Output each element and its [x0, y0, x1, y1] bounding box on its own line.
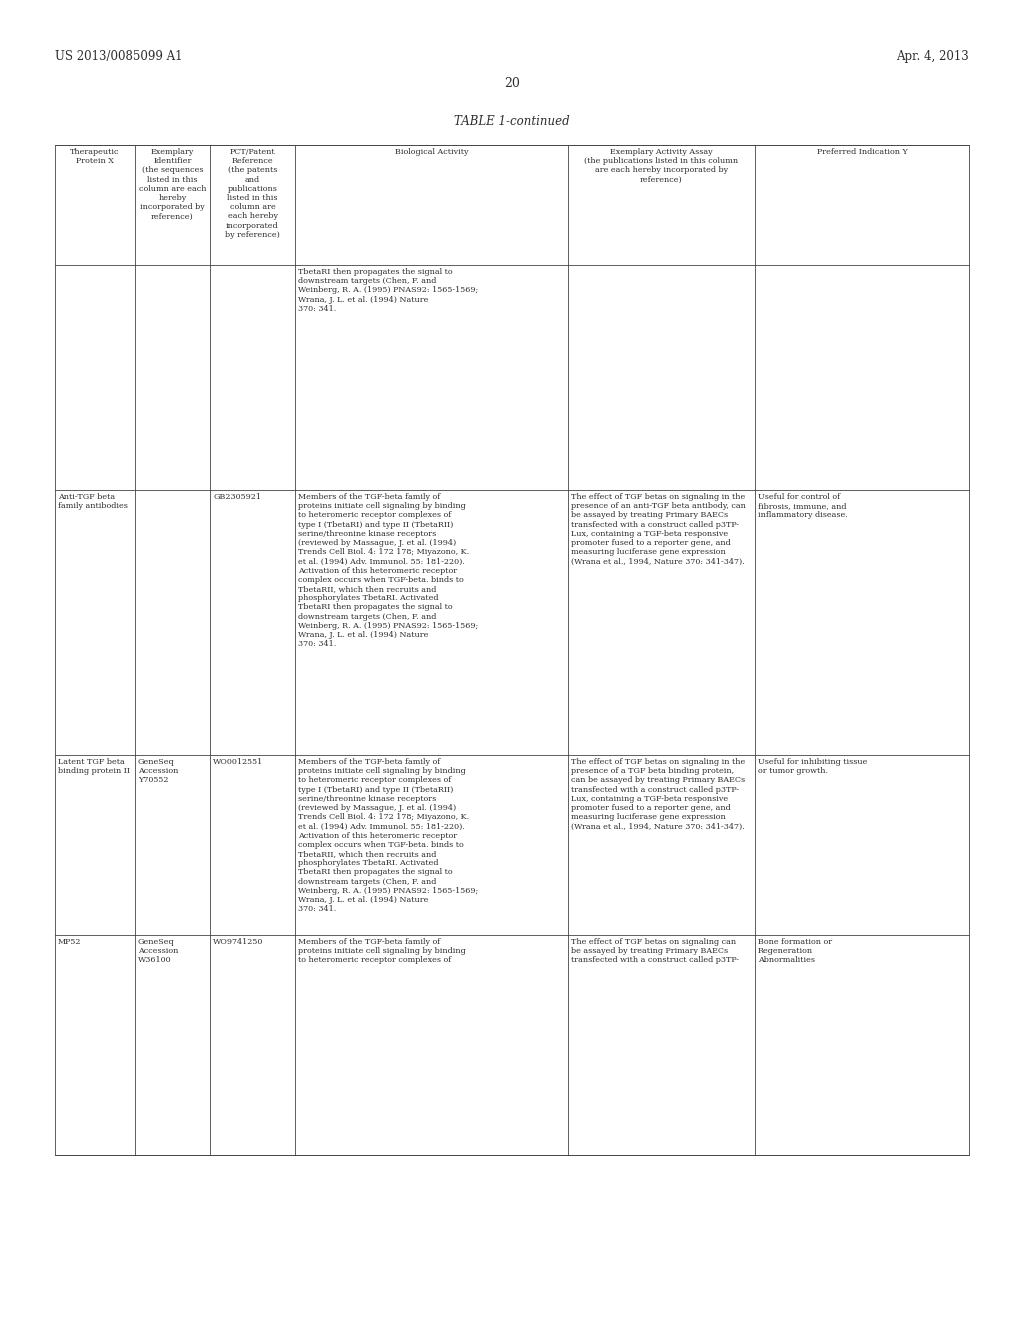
Text: Members of the TGF-beta family of
proteins initiate cell signaling by binding
to: Members of the TGF-beta family of protei…	[298, 492, 478, 648]
Text: Useful for inhibiting tissue
or tumor growth.: Useful for inhibiting tissue or tumor gr…	[758, 758, 867, 775]
Text: MP52: MP52	[58, 939, 82, 946]
Text: TABLE 1-continued: TABLE 1-continued	[455, 115, 569, 128]
Text: Exemplary Activity Assay
(the publications listed in this column
are each hereby: Exemplary Activity Assay (the publicatio…	[585, 148, 738, 183]
Text: Apr. 4, 2013: Apr. 4, 2013	[896, 50, 969, 63]
Text: Biological Activity: Biological Activity	[394, 148, 468, 156]
Text: The effect of TGF betas on signaling in the
presence of a TGF beta binding prote: The effect of TGF betas on signaling in …	[571, 758, 745, 830]
Text: Preferred Indication Y: Preferred Indication Y	[816, 148, 907, 156]
Text: Exemplary
Identifier
(the sequences
listed in this
column are each
hereby
incorp: Exemplary Identifier (the sequences list…	[138, 148, 206, 220]
Text: PCT/Patent
Reference
(the patents
and
publications
listed in this
column are
eac: PCT/Patent Reference (the patents and pu…	[225, 148, 280, 239]
Text: TbetaRI then propagates the signal to
downstream targets (Chen, F. and
Weinberg,: TbetaRI then propagates the signal to do…	[298, 268, 478, 313]
Text: Bone formation or
Regeneration
Abnormalities: Bone formation or Regeneration Abnormali…	[758, 939, 833, 965]
Text: Members of the TGF-beta family of
proteins initiate cell signaling by binding
to: Members of the TGF-beta family of protei…	[298, 758, 478, 913]
Text: WO9741250: WO9741250	[213, 939, 263, 946]
Text: GeneSeq
Accession
W36100: GeneSeq Accession W36100	[138, 939, 178, 965]
Text: Members of the TGF-beta family of
proteins initiate cell signaling by binding
to: Members of the TGF-beta family of protei…	[298, 939, 466, 965]
Text: US 2013/0085099 A1: US 2013/0085099 A1	[55, 50, 182, 63]
Bar	[55, 145, 969, 1155]
Text: Therapeutic
Protein X: Therapeutic Protein X	[71, 148, 120, 165]
Text: 20: 20	[504, 77, 520, 90]
Text: GB2305921: GB2305921	[213, 492, 261, 502]
Text: The effect of TGF betas on signaling in the
presence of an anti-TGF beta antibod: The effect of TGF betas on signaling in …	[571, 492, 745, 565]
Text: WO0012551: WO0012551	[213, 758, 263, 766]
Text: Latent TGF beta
binding protein II: Latent TGF beta binding protein II	[58, 758, 130, 775]
Text: The effect of TGF betas on signaling can
be assayed by treating Primary BAECs
tr: The effect of TGF betas on signaling can…	[571, 939, 739, 965]
Text: GeneSeq
Accession
Y70552: GeneSeq Accession Y70552	[138, 758, 178, 784]
Text: Useful for control of
fibrosis, immune, and
inflammatory disease.: Useful for control of fibrosis, immune, …	[758, 492, 848, 519]
Text: Anti-TGF beta
family antibodies: Anti-TGF beta family antibodies	[58, 492, 128, 511]
